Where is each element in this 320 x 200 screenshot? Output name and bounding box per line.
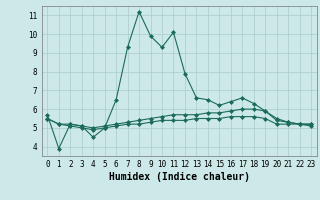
X-axis label: Humidex (Indice chaleur): Humidex (Indice chaleur) xyxy=(109,172,250,182)
